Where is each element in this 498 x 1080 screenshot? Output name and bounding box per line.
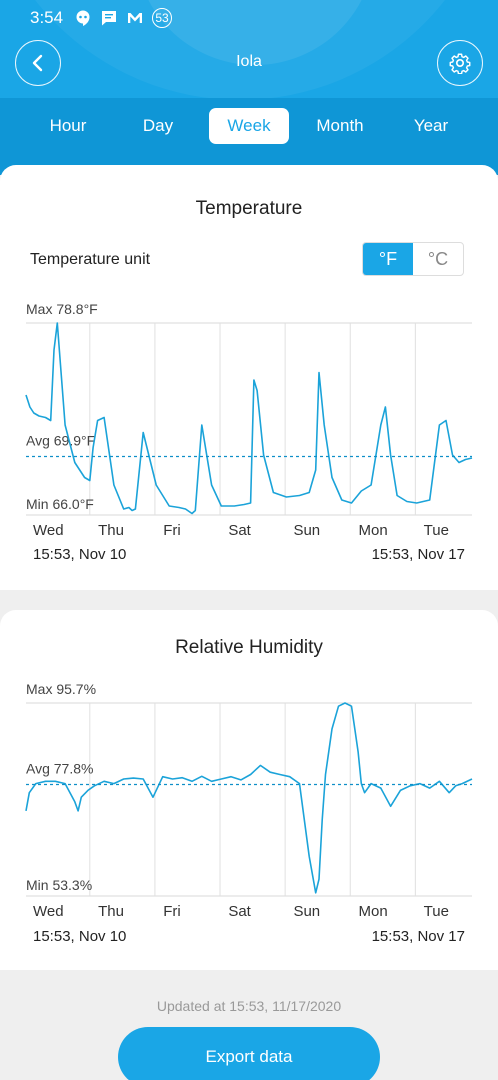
fahrenheit-button[interactable]: °F bbox=[363, 243, 413, 275]
x-tick-label: Wed bbox=[33, 903, 64, 920]
temperature-unit-toggle: °F °C bbox=[362, 242, 464, 276]
x-tick-label: Mon bbox=[359, 522, 388, 539]
x-tick-label: Thu bbox=[98, 522, 124, 539]
updated-timestamp: Updated at 15:53, 11/17/2020 bbox=[156, 998, 342, 1014]
humidity-start-date: 15:53, Nov 10 bbox=[33, 928, 127, 945]
temperature-start-date: 15:53, Nov 10 bbox=[33, 546, 127, 563]
x-tick-label: Thu bbox=[98, 903, 124, 920]
max-label: Max 95.7% bbox=[26, 681, 96, 697]
tab-week[interactable]: Week bbox=[209, 108, 289, 144]
gear-icon bbox=[449, 53, 471, 74]
max-label: Max 78.8°F bbox=[26, 301, 98, 317]
range-tabs: Hour Day Week Month Year bbox=[0, 104, 498, 148]
x-tick-label: Fri bbox=[163, 903, 181, 920]
temperature-card: Temperature Temperature unit °F °C Max 7… bbox=[0, 165, 498, 590]
message-icon bbox=[100, 9, 118, 27]
x-tick-label: Mon bbox=[359, 903, 388, 920]
status-time: 3:54 bbox=[30, 8, 64, 27]
x-tick-label: Wed bbox=[33, 522, 64, 539]
min-label: Min 53.3% bbox=[26, 877, 92, 893]
temperature-chart: Max 78.8°F Avg 69.9°F Min 66.0°F Wed Thu Fri S… bbox=[25, 301, 473, 539]
temperature-end-date: 15:53, Nov 17 bbox=[371, 546, 465, 563]
tab-year[interactable]: Year bbox=[413, 116, 449, 135]
celsius-button[interactable]: °C bbox=[427, 249, 449, 269]
x-tick-label: Fri bbox=[163, 522, 181, 539]
x-tick-label: Tue bbox=[424, 522, 449, 539]
humidity-card: Relative Humidity Max 95.7% Avg 77.8% Min … bbox=[0, 610, 498, 970]
series-line bbox=[25, 702, 473, 894]
gmail-icon bbox=[126, 9, 144, 27]
avg-label: Avg 77.8% bbox=[26, 760, 93, 776]
hangouts-icon bbox=[74, 9, 92, 27]
page-title: Iola bbox=[236, 53, 262, 70]
tab-hour[interactable]: Hour bbox=[49, 116, 87, 135]
temperature-unit-label: Temperature unit bbox=[30, 251, 151, 268]
tab-month[interactable]: Month bbox=[316, 116, 364, 135]
x-tick-label: Sat bbox=[228, 903, 251, 920]
settings-button[interactable] bbox=[437, 40, 483, 86]
humidity-title: Relative Humidity bbox=[175, 637, 323, 658]
x-tick-label: Sun bbox=[293, 903, 320, 920]
avg-label: Avg 69.9°F bbox=[26, 433, 95, 449]
x-tick-label: Sun bbox=[293, 522, 320, 539]
x-tick-label: Sat bbox=[228, 522, 251, 539]
back-button[interactable] bbox=[15, 40, 61, 86]
status-icons: 53 bbox=[74, 8, 172, 28]
status-bar: 3:54 53 bbox=[0, 0, 498, 36]
export-data-button[interactable]: Export data bbox=[118, 1027, 380, 1080]
x-tick-label: Tue bbox=[424, 903, 449, 920]
temperature-title: Temperature bbox=[195, 198, 303, 219]
min-label: Min 66.0°F bbox=[26, 496, 94, 512]
notification-count-badge: 53 bbox=[152, 8, 172, 28]
tab-day[interactable]: Day bbox=[142, 116, 174, 135]
chevron-left-icon bbox=[32, 54, 43, 72]
series-line bbox=[25, 322, 473, 515]
humidity-end-date: 15:53, Nov 17 bbox=[371, 928, 465, 945]
humidity-chart: Max 95.7% Avg 77.8% Min 53.3% Wed Thu Fri Sat S… bbox=[25, 681, 473, 920]
